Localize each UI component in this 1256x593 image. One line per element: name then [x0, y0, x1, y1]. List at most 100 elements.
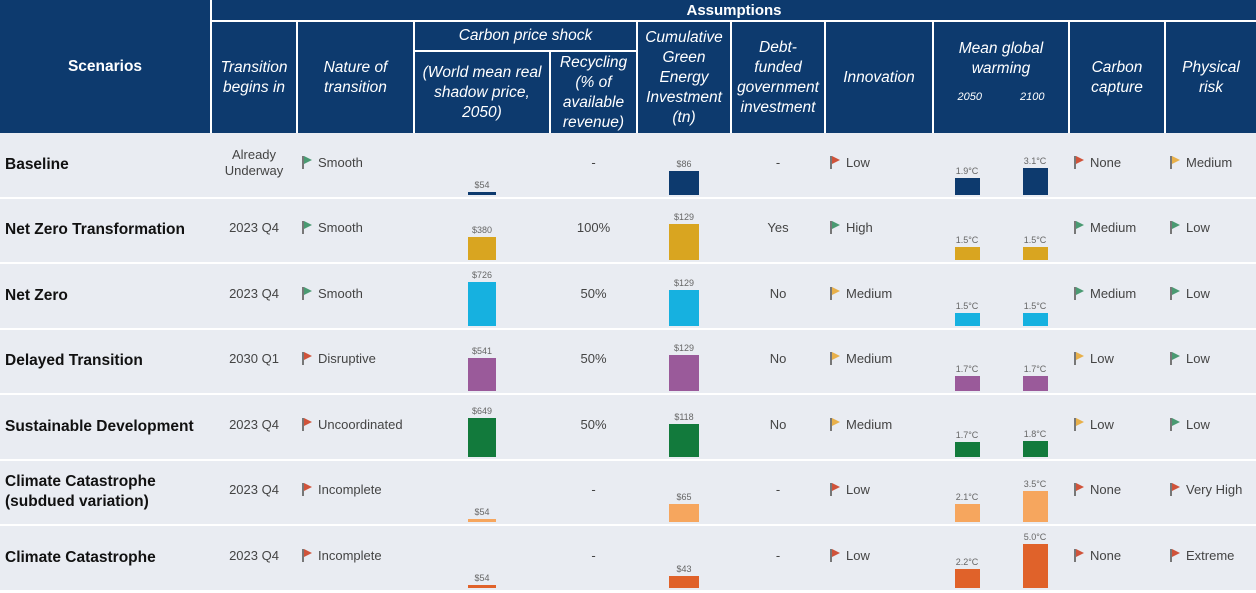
flag-icon — [830, 286, 840, 300]
debt-funded-value: No — [769, 285, 787, 301]
warming-2100-label: 1.5°C — [1023, 300, 1047, 311]
header-line: Physical — [1182, 58, 1240, 76]
carbon-capture-cell: None — [1074, 548, 1121, 563]
transition-begins-cell: 2023 Q4 — [212, 286, 296, 302]
warming-2050-bar — [954, 376, 980, 391]
recycling-value: 50% — [580, 416, 607, 432]
header-line: 2050) — [462, 103, 502, 121]
nature-value: Smooth — [318, 220, 363, 236]
scenarios-header: Scenarios — [0, 0, 210, 133]
physical-risk-value: Low — [1186, 351, 1210, 367]
shadow-price-label: $54 — [474, 572, 490, 583]
warming-2050-label: 1.9°C — [955, 165, 979, 176]
warming-2100-bar — [1022, 247, 1048, 260]
flag-icon — [302, 352, 312, 366]
shadow-price-bar — [468, 519, 496, 522]
flag-icon — [302, 155, 312, 169]
warming-2100-bar — [1022, 376, 1048, 391]
scenario-name-line: Net Zero Transformation — [5, 221, 185, 239]
green-investment-bar — [669, 289, 699, 326]
recycling-value: 50% — [580, 285, 607, 301]
innovation-cell: Medium — [830, 286, 892, 301]
flag-icon — [302, 286, 312, 300]
warming-lines: Mean global warming — [959, 39, 1043, 79]
scenario-name: Net Zero — [5, 286, 205, 306]
scenario-name-line: Climate Catastrophe — [5, 548, 156, 566]
begins-line: 2023 Q4 — [229, 220, 279, 236]
header-line: (% of — [575, 73, 612, 91]
warming-2050-bar — [954, 177, 980, 195]
innovation-cell: Low — [830, 155, 870, 170]
nature-cell: Smooth — [302, 220, 363, 235]
begins-line: 2023 Q4 — [229, 285, 279, 301]
nature-header: Nature of transition — [298, 22, 413, 133]
header-line: Transition — [220, 58, 288, 76]
shadow-price-label: $726 — [471, 269, 493, 280]
header-line: transition — [324, 78, 387, 96]
transition-begins-cell: Already Underway — [212, 147, 296, 179]
header-line: Green — [662, 48, 706, 66]
innovation-cell: Low — [830, 548, 870, 563]
begins-line: 2030 Q1 — [229, 351, 279, 367]
shadow-price-lines: (World mean real shadow price, 2050) — [423, 63, 542, 123]
shadow-price-header: (World mean real shadow price, 2050) — [415, 52, 549, 133]
carbon-capture-value: Medium — [1090, 220, 1137, 236]
scenario-name-line: Baseline — [5, 155, 69, 173]
nature-lines: Nature of transition — [324, 58, 388, 98]
transition-begins-header: Transition begins in — [212, 22, 296, 133]
shadow-price-label: $54 — [474, 507, 490, 517]
flag-icon — [830, 352, 840, 366]
carbon-price-shock-label: Carbon price shock — [458, 27, 593, 44]
begins-line: 2023 Q4 — [229, 547, 279, 563]
scenario-name: Delayed Transition — [5, 351, 205, 371]
innovation-value: Low — [846, 482, 870, 498]
debt-funded-value: - — [775, 482, 781, 498]
debt-funded-value: No — [769, 351, 787, 367]
flag-icon — [302, 483, 312, 497]
warming-2100-label: 1.5°C — [1023, 235, 1047, 245]
header-line: funded — [754, 58, 802, 76]
physical-risk-cell: Low — [1170, 220, 1210, 235]
physical-risk-value: Low — [1186, 220, 1210, 236]
green-investment-bar — [669, 355, 699, 391]
warming-2100-label: 3.5°C — [1023, 479, 1047, 489]
carbon-capture-cell: None — [1074, 155, 1121, 170]
carbon-capture-value: Medium — [1090, 285, 1137, 301]
transition-begins-lines: Transition begins in — [221, 58, 288, 98]
flag-icon — [1074, 221, 1084, 235]
warming-2100-label: 5.0°C — [1023, 531, 1047, 542]
innovation-value: Low — [846, 547, 870, 563]
nature-cell: Smooth — [302, 286, 363, 301]
header-line: available — [562, 93, 625, 111]
warming-2100-bar — [1022, 312, 1048, 326]
carbon-capture-cell: Medium — [1074, 220, 1136, 235]
carbon-capture-cell: Low — [1074, 417, 1114, 432]
physical-risk-cell: Medium — [1170, 155, 1232, 170]
header-line: Investment — [646, 88, 722, 106]
carbon-capture-cell: None — [1074, 482, 1121, 497]
warming-header: Mean global warming 2050 2100 — [934, 22, 1068, 133]
innovation-value: High — [846, 220, 873, 236]
nature-cell: Incomplete — [302, 548, 382, 563]
green-investment-label: $129 — [673, 212, 695, 222]
shadow-price-bar — [468, 584, 496, 588]
warming-2050-label: 1.7°C — [955, 364, 979, 374]
flag-icon — [1170, 221, 1180, 235]
shadow-price-bar — [468, 417, 496, 457]
nature-cell: Incomplete — [302, 482, 382, 497]
innovation-header: Innovation — [826, 22, 932, 133]
flag-icon — [302, 221, 312, 235]
shadow-price-label: $54 — [474, 179, 490, 190]
nature-value: Uncoordinated — [318, 416, 403, 432]
transition-begins-cell: 2023 Q4 — [212, 548, 296, 564]
green-investment-label: $86 — [676, 158, 692, 169]
warming-2050-bar — [954, 504, 980, 522]
debt-funded-value: - — [775, 154, 781, 170]
year-2100-label: 2100 — [1020, 90, 1045, 103]
green-investment-bar — [669, 575, 699, 588]
shadow-price-bar — [468, 191, 496, 195]
carbon-capture-cell: Low — [1074, 351, 1114, 366]
scenario-name: Net Zero Transformation — [5, 220, 205, 240]
nature-value: Incomplete — [318, 547, 382, 563]
carbon-capture-value: None — [1090, 482, 1122, 498]
